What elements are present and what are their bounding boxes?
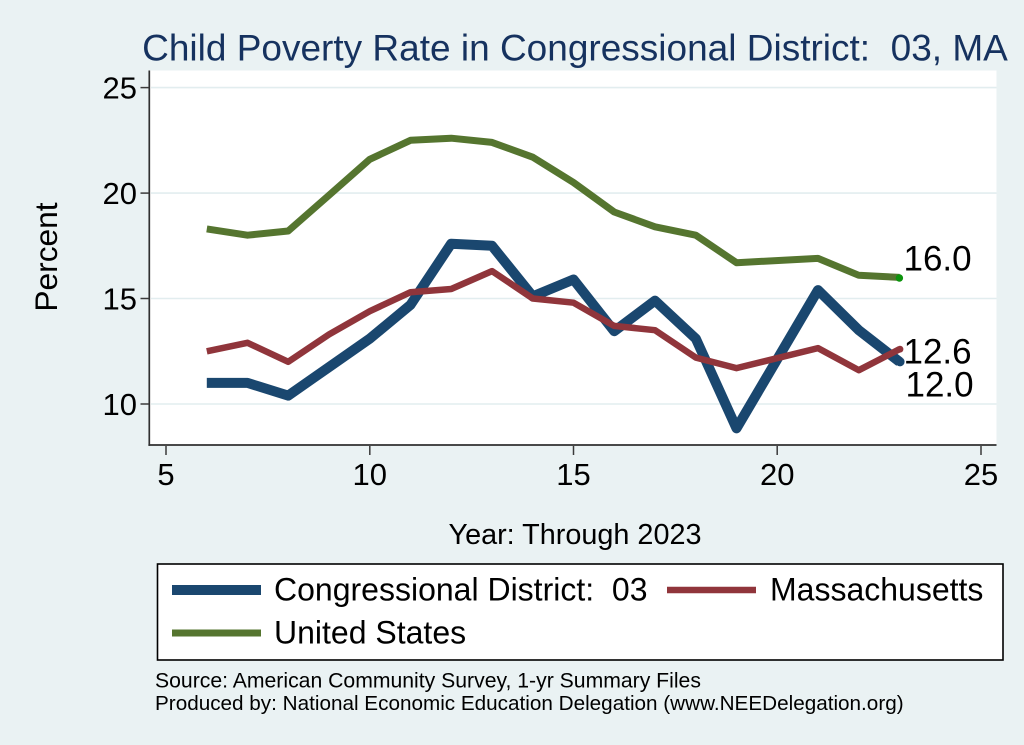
svg-text:15: 15 [103, 282, 137, 317]
svg-text:12.6: 12.6 [904, 333, 972, 372]
svg-text:Percent: Percent [28, 202, 64, 311]
svg-text:15: 15 [556, 457, 590, 492]
svg-text:Source: American Community Sur: Source: American Community Survey, 1-yr … [155, 670, 701, 693]
svg-text:5: 5 [157, 457, 174, 492]
svg-text:25: 25 [103, 71, 137, 106]
svg-text:20: 20 [103, 176, 137, 211]
svg-text:Year: Through 2023: Year: Through 2023 [449, 519, 702, 551]
svg-text:Produced by: National Economic: Produced by: National Economic Education… [155, 692, 904, 715]
svg-text:10: 10 [353, 457, 387, 492]
svg-text:12.0: 12.0 [906, 366, 974, 405]
svg-text:25: 25 [964, 457, 998, 492]
svg-text:Child Poverty Rate in Congress: Child Poverty Rate in Congressional Dist… [142, 28, 1008, 69]
svg-text:Congressional District: 03: Congressional District: 03 [274, 572, 647, 608]
svg-text:10: 10 [103, 387, 137, 422]
svg-text:Massachusetts: Massachusetts [770, 572, 983, 608]
svg-text:20: 20 [760, 457, 794, 492]
svg-text:United States: United States [274, 615, 466, 651]
svg-text:16.0: 16.0 [904, 240, 972, 279]
